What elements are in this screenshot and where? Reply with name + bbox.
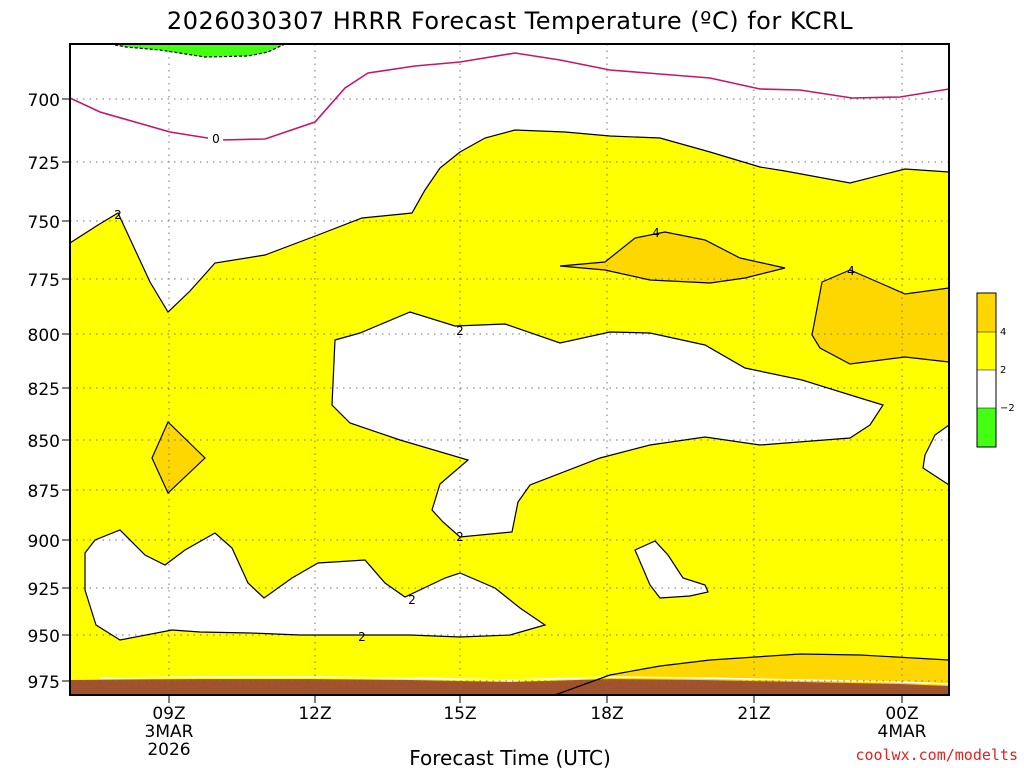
contour-label-group: 0 2 2 2 2 2 4 4	[114, 132, 855, 644]
warm-cell-2	[560, 232, 785, 283]
x-tick-date: 4MAR	[878, 722, 927, 742]
x-tick-label: 00Z	[885, 704, 918, 724]
x-tick-label: 09Z	[152, 704, 185, 724]
contour-label: 4	[847, 264, 855, 278]
y-tick-label: 700	[28, 91, 60, 111]
credit-text: coolwx.com/modelts	[855, 746, 1018, 764]
contour-label: 4	[652, 226, 660, 240]
y-tick-label: 925	[28, 580, 60, 600]
y-tick-label: 725	[28, 154, 60, 174]
y-tick-label: 800	[28, 326, 60, 346]
cool-region-edge	[923, 425, 949, 485]
contour-4-cell-1	[151, 420, 206, 495]
x-tick-date: 3MAR	[145, 722, 194, 742]
contour-2-middle	[331, 311, 884, 538]
cool-region-upper	[70, 44, 949, 312]
colorbar-swatch	[977, 293, 996, 332]
cool-region-small	[635, 541, 708, 598]
chart-title: 2026030307 HRRR Forecast Temperature (ºC…	[167, 7, 853, 35]
warm-cell-1	[152, 422, 205, 493]
x-tick-label: 12Z	[298, 704, 331, 724]
y-tick-label: 875	[28, 482, 60, 502]
contour-4-cell-3	[811, 269, 949, 365]
x-axis-title: Forecast Time (UTC)	[409, 746, 611, 768]
colorbar-label: 2	[1000, 365, 1006, 376]
contour-2-upper	[70, 129, 949, 313]
contour-2-small	[634, 540, 709, 599]
x-axis: 09Z 3MAR 2026 12Z 15Z 18Z 21Z 00Z 4MAR	[145, 695, 927, 760]
y-tick-label: 750	[28, 213, 60, 233]
contour-lines	[70, 44, 949, 695]
y-axis: 700 725 750 775 800 825 850 875 900 925 …	[28, 91, 70, 693]
y-tick-label: 900	[28, 532, 60, 552]
contour-4-surface	[554, 653, 949, 695]
warm-cell-3	[812, 270, 949, 364]
y-tick-label: 975	[28, 673, 60, 693]
contour-2-edge	[922, 424, 949, 486]
x-tick-label: 15Z	[443, 704, 476, 724]
cold-patch	[110, 44, 285, 57]
contour-label: 2	[456, 530, 464, 544]
contour-label: 2	[456, 324, 464, 338]
contour-label: 2	[114, 208, 122, 222]
contour-label: 0	[212, 132, 220, 146]
y-tick-label: 825	[28, 380, 60, 400]
colorbar-swatch	[977, 332, 996, 370]
colorbar-label: −2	[1000, 403, 1015, 414]
colorbar-swatch	[977, 408, 996, 447]
contour-neg2	[109, 44, 286, 58]
y-tick-label: 850	[28, 432, 60, 452]
x-tick-year: 2026	[147, 740, 190, 760]
colorbar-label: 4	[1000, 327, 1006, 338]
contour-label: 2	[358, 630, 366, 644]
colorbar: 4 2 −2	[976, 292, 1015, 448]
colorbar-swatch	[977, 370, 996, 408]
y-tick-label: 950	[28, 627, 60, 647]
plot-border	[69, 43, 950, 696]
x-tick-label: 21Z	[737, 704, 770, 724]
contour-4-cell-2	[559, 231, 786, 284]
y-tick-label: 775	[28, 271, 60, 291]
ground-layer	[70, 679, 949, 695]
plot-area	[70, 44, 949, 695]
contour-label: 2	[408, 593, 416, 607]
x-tick-label: 18Z	[590, 704, 623, 724]
contour-2-lower	[84, 529, 547, 641]
contour-0-freezing	[70, 52, 949, 141]
